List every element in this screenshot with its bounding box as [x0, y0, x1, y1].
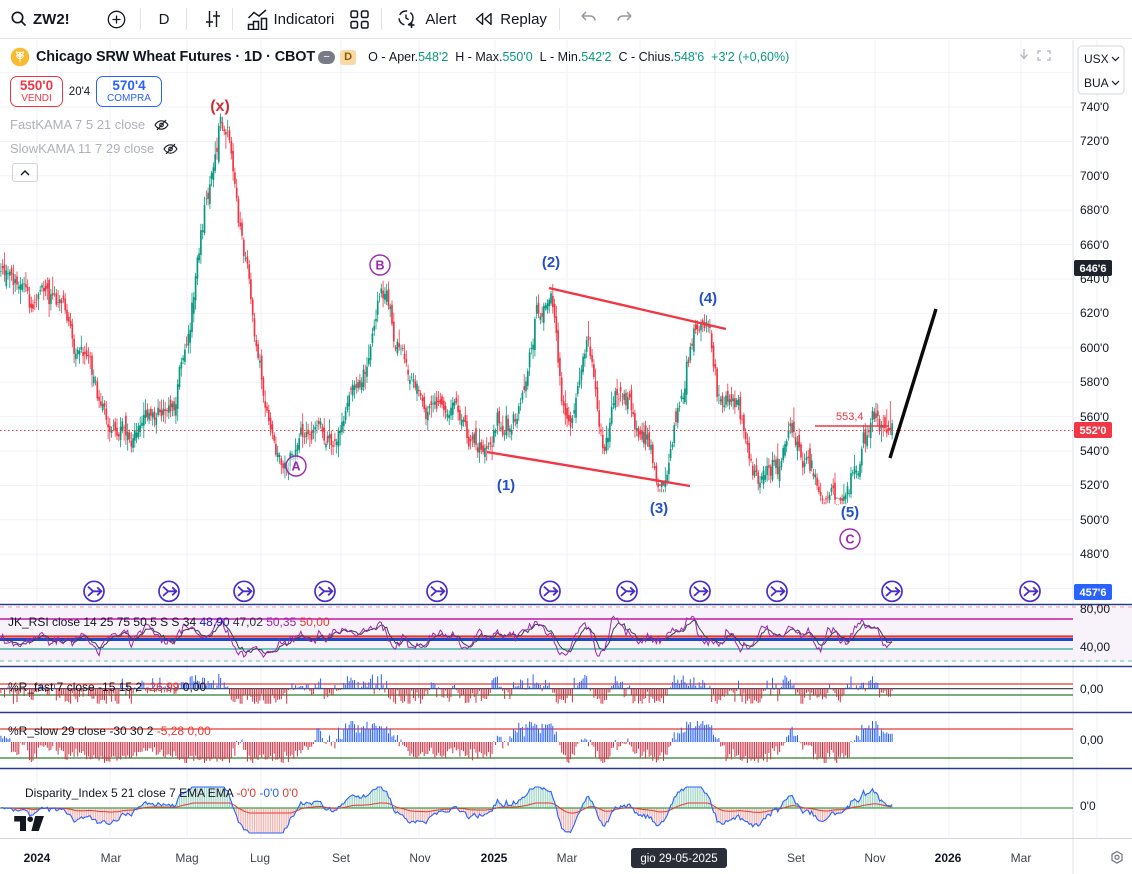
svg-text:700'0: 700'0 [1080, 169, 1109, 183]
svg-text:C: C [845, 533, 854, 547]
svg-text:80,00: 80,00 [1080, 602, 1110, 616]
svg-text:gio 29-05-2025: gio 29-05-2025 [640, 853, 717, 865]
svg-text:(4): (4) [699, 290, 717, 307]
svg-text:(2): (2) [542, 254, 560, 271]
svg-text:600'0: 600'0 [1080, 341, 1109, 355]
svg-text:(3): (3) [650, 500, 668, 517]
svg-text:0'0: 0'0 [1080, 799, 1096, 813]
svg-text:620'0: 620'0 [1080, 306, 1109, 320]
svg-text:(1): (1) [497, 477, 515, 494]
svg-text:2026: 2026 [935, 851, 962, 865]
svg-text:0,00: 0,00 [1080, 733, 1104, 747]
svg-text:2025: 2025 [481, 851, 508, 865]
svg-text:Set: Set [332, 851, 351, 865]
svg-text:552'0: 552'0 [1079, 425, 1106, 437]
svg-text:Mar: Mar [557, 851, 578, 865]
svg-text:680'0: 680'0 [1080, 203, 1109, 217]
svg-text:BUA: BUA [1084, 76, 1109, 90]
svg-text:480'0: 480'0 [1080, 547, 1109, 561]
svg-text:540'0: 540'0 [1080, 444, 1109, 458]
svg-text:Mar: Mar [101, 851, 122, 865]
svg-text:500'0: 500'0 [1080, 513, 1109, 527]
svg-text:Nov: Nov [409, 851, 430, 865]
svg-text:Lug: Lug [250, 851, 270, 865]
svg-text:560'0: 560'0 [1080, 410, 1109, 424]
svg-text:646'6: 646'6 [1079, 263, 1106, 275]
svg-text:40,00: 40,00 [1080, 640, 1110, 654]
svg-text:553,4: 553,4 [836, 411, 864, 423]
svg-text:Nov: Nov [864, 851, 885, 865]
svg-text:Mar: Mar [1011, 851, 1032, 865]
svg-text:A: A [291, 460, 300, 474]
svg-text:Mag: Mag [175, 851, 198, 865]
svg-text:Disparity_Index 5 21 close 7 E: Disparity_Index 5 21 close 7 EMA EMA -0'… [25, 786, 298, 800]
svg-text:B: B [375, 259, 384, 273]
svg-text:520'0: 520'0 [1080, 478, 1109, 492]
svg-text:2024: 2024 [24, 851, 51, 865]
svg-text:660'0: 660'0 [1080, 238, 1109, 252]
svg-text:457'6: 457'6 [1079, 587, 1106, 599]
svg-text:0,00: 0,00 [1080, 682, 1104, 696]
svg-text:Set: Set [787, 851, 806, 865]
svg-text:JK_RSI close 14 25 75 50 5 S S: JK_RSI close 14 25 75 50 5 S S 34 48,90 … [8, 615, 330, 629]
svg-text:(5): (5) [841, 504, 859, 521]
svg-text:(x): (x) [210, 98, 230, 115]
svg-text:740'0: 740'0 [1080, 100, 1109, 114]
svg-text:%R_slow 29 close -30 30 2 -5,2: %R_slow 29 close -30 30 2 -5,28 0,00 [8, 724, 211, 738]
svg-text:%R_fast 7 close -15 15 2 -26,9: %R_fast 7 close -15 15 2 -26,99 0,00 [8, 680, 206, 694]
svg-text:720'0: 720'0 [1080, 134, 1109, 148]
svg-text:USX: USX [1084, 52, 1109, 66]
svg-text:580'0: 580'0 [1080, 375, 1109, 389]
